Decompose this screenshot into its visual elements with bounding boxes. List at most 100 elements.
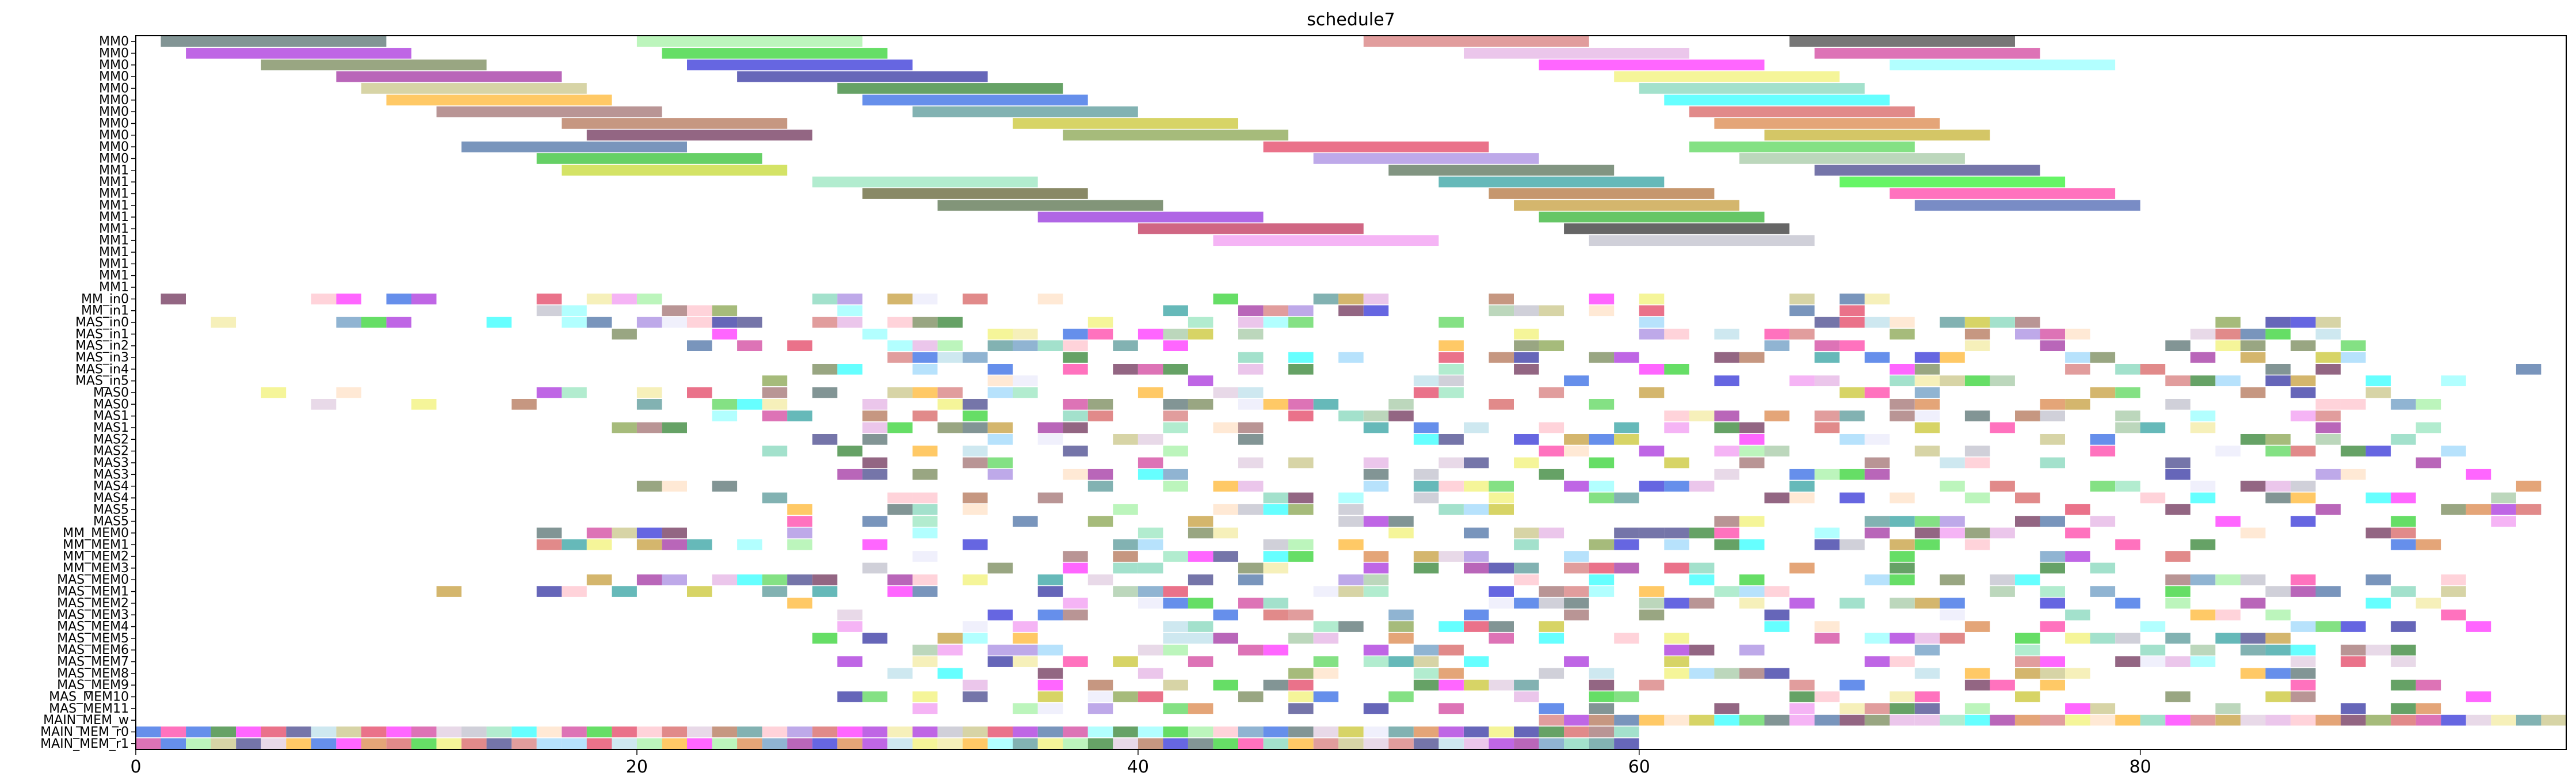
op-bar-750	[937, 644, 963, 656]
op-bar-973	[1138, 726, 1163, 737]
op-bar-337	[2391, 434, 2416, 445]
op-bar-479	[1714, 516, 1739, 527]
op-bar-866	[2291, 691, 2316, 702]
op-bar-797	[2341, 656, 2366, 667]
task-bar-40	[1438, 176, 1665, 188]
op-bar-45	[336, 317, 361, 328]
op-bar-219	[1539, 387, 1564, 398]
op-bar-170	[1664, 364, 1689, 375]
op-bar-58	[887, 317, 913, 328]
plot-frame	[135, 35, 2567, 750]
task-bar-1	[636, 36, 863, 47]
op-bar-1012	[612, 738, 637, 749]
op-bar-369	[1589, 457, 1615, 469]
op-bar-778	[1063, 656, 1088, 667]
op-bar-741	[2015, 633, 2040, 644]
op-bar-867	[2466, 691, 2491, 702]
op-bar-1024	[912, 738, 938, 749]
op-bar-483	[1914, 516, 1940, 527]
op-bar-514	[1940, 527, 1965, 539]
op-bar-790	[2015, 656, 2040, 667]
op-bar-136	[1063, 352, 1088, 363]
op-bar-150	[1940, 352, 1965, 363]
op-bar-506	[1614, 527, 1639, 539]
op-bar-1014	[662, 738, 687, 749]
op-bar-238	[963, 399, 988, 410]
op-bar-581	[1589, 562, 1615, 574]
op-bar-256	[2341, 399, 2366, 410]
op-bar-725	[1013, 633, 1038, 644]
op-bar-535	[1338, 539, 1364, 550]
op-bar-73	[1964, 317, 1990, 328]
y-tick-label: MM_MEM2	[63, 550, 129, 564]
op-bar-363	[1238, 457, 1264, 469]
op-bar-377	[2415, 457, 2441, 469]
y-tick-label: MM_in0	[81, 292, 129, 306]
op-bar-187	[1789, 375, 1815, 386]
op-bar-415	[1789, 481, 1815, 492]
op-bar-403	[1213, 481, 1238, 492]
op-bar-281	[2015, 410, 2040, 421]
op-bar-473	[1013, 516, 1038, 527]
op-bar-454	[1113, 504, 1138, 515]
op-bar-711	[1764, 621, 1789, 632]
task-bar-29	[1764, 130, 1990, 141]
op-bar-307	[1739, 422, 1765, 433]
op-bar-44	[211, 317, 236, 328]
op-bar-945	[436, 726, 462, 737]
op-bar-936	[211, 726, 236, 737]
op-bar-777	[1013, 656, 1038, 667]
op-bar-168	[1514, 364, 1539, 375]
op-bar-800	[937, 668, 963, 679]
task-bar-45	[937, 200, 1163, 211]
op-bar-676	[2115, 597, 2140, 609]
op-bar-302	[1464, 422, 1489, 433]
op-bar-1002	[361, 738, 387, 749]
op-bar-497	[787, 527, 812, 539]
op-bar-94	[1714, 329, 1739, 340]
op-bar-825	[1163, 679, 1188, 691]
op-bar-209	[887, 387, 913, 398]
op-bar-67	[1639, 317, 1665, 328]
op-bar-100	[2040, 329, 2065, 340]
op-bar-52	[662, 317, 687, 328]
op-bar-917	[2165, 714, 2190, 726]
task-bar-43	[1489, 188, 1715, 199]
op-bar-667	[1664, 597, 1689, 609]
op-bar-171	[1890, 364, 1915, 375]
op-bar-937	[236, 726, 261, 737]
op-bar-932	[2541, 714, 2566, 726]
chart-title: schedule7	[1307, 10, 1395, 30]
op-bar-449	[2491, 492, 2516, 504]
op-bar-639	[1539, 586, 1564, 597]
op-bar-214	[1138, 387, 1163, 398]
op-bar-721	[812, 633, 838, 644]
op-bar-674	[1940, 597, 1965, 609]
op-bar-805	[1413, 668, 1439, 679]
op-bar-288	[636, 422, 662, 433]
y-tick-label: MM1	[99, 199, 129, 213]
op-bar-944	[411, 726, 437, 737]
op-bar-754	[1138, 644, 1163, 656]
op-bar-182	[1188, 375, 1213, 386]
op-bar-139	[1338, 352, 1364, 363]
y-tick-label: MAIN_MEM_r1	[40, 737, 129, 751]
y-tick-label: MM0	[99, 140, 129, 154]
op-bar-265	[1063, 410, 1088, 421]
task-bar-3	[1789, 36, 2015, 47]
op-bar-699	[837, 621, 863, 632]
op-bar-264	[963, 410, 988, 421]
op-bar-899	[1714, 714, 1739, 726]
op-bar-17	[1338, 294, 1364, 305]
op-bar-813	[1764, 668, 1789, 679]
op-bar-1026	[963, 738, 988, 749]
op-bar-378	[837, 469, 863, 480]
op-bar-715	[2140, 621, 2166, 632]
task-bar-5	[662, 48, 888, 59]
op-bar-971	[1087, 726, 1113, 737]
op-bar-455	[1213, 504, 1238, 515]
op-bar-172	[1914, 364, 1940, 375]
op-bar-350	[1914, 446, 1940, 456]
op-bar-976	[1213, 726, 1238, 737]
op-bar-224	[2090, 387, 2116, 398]
